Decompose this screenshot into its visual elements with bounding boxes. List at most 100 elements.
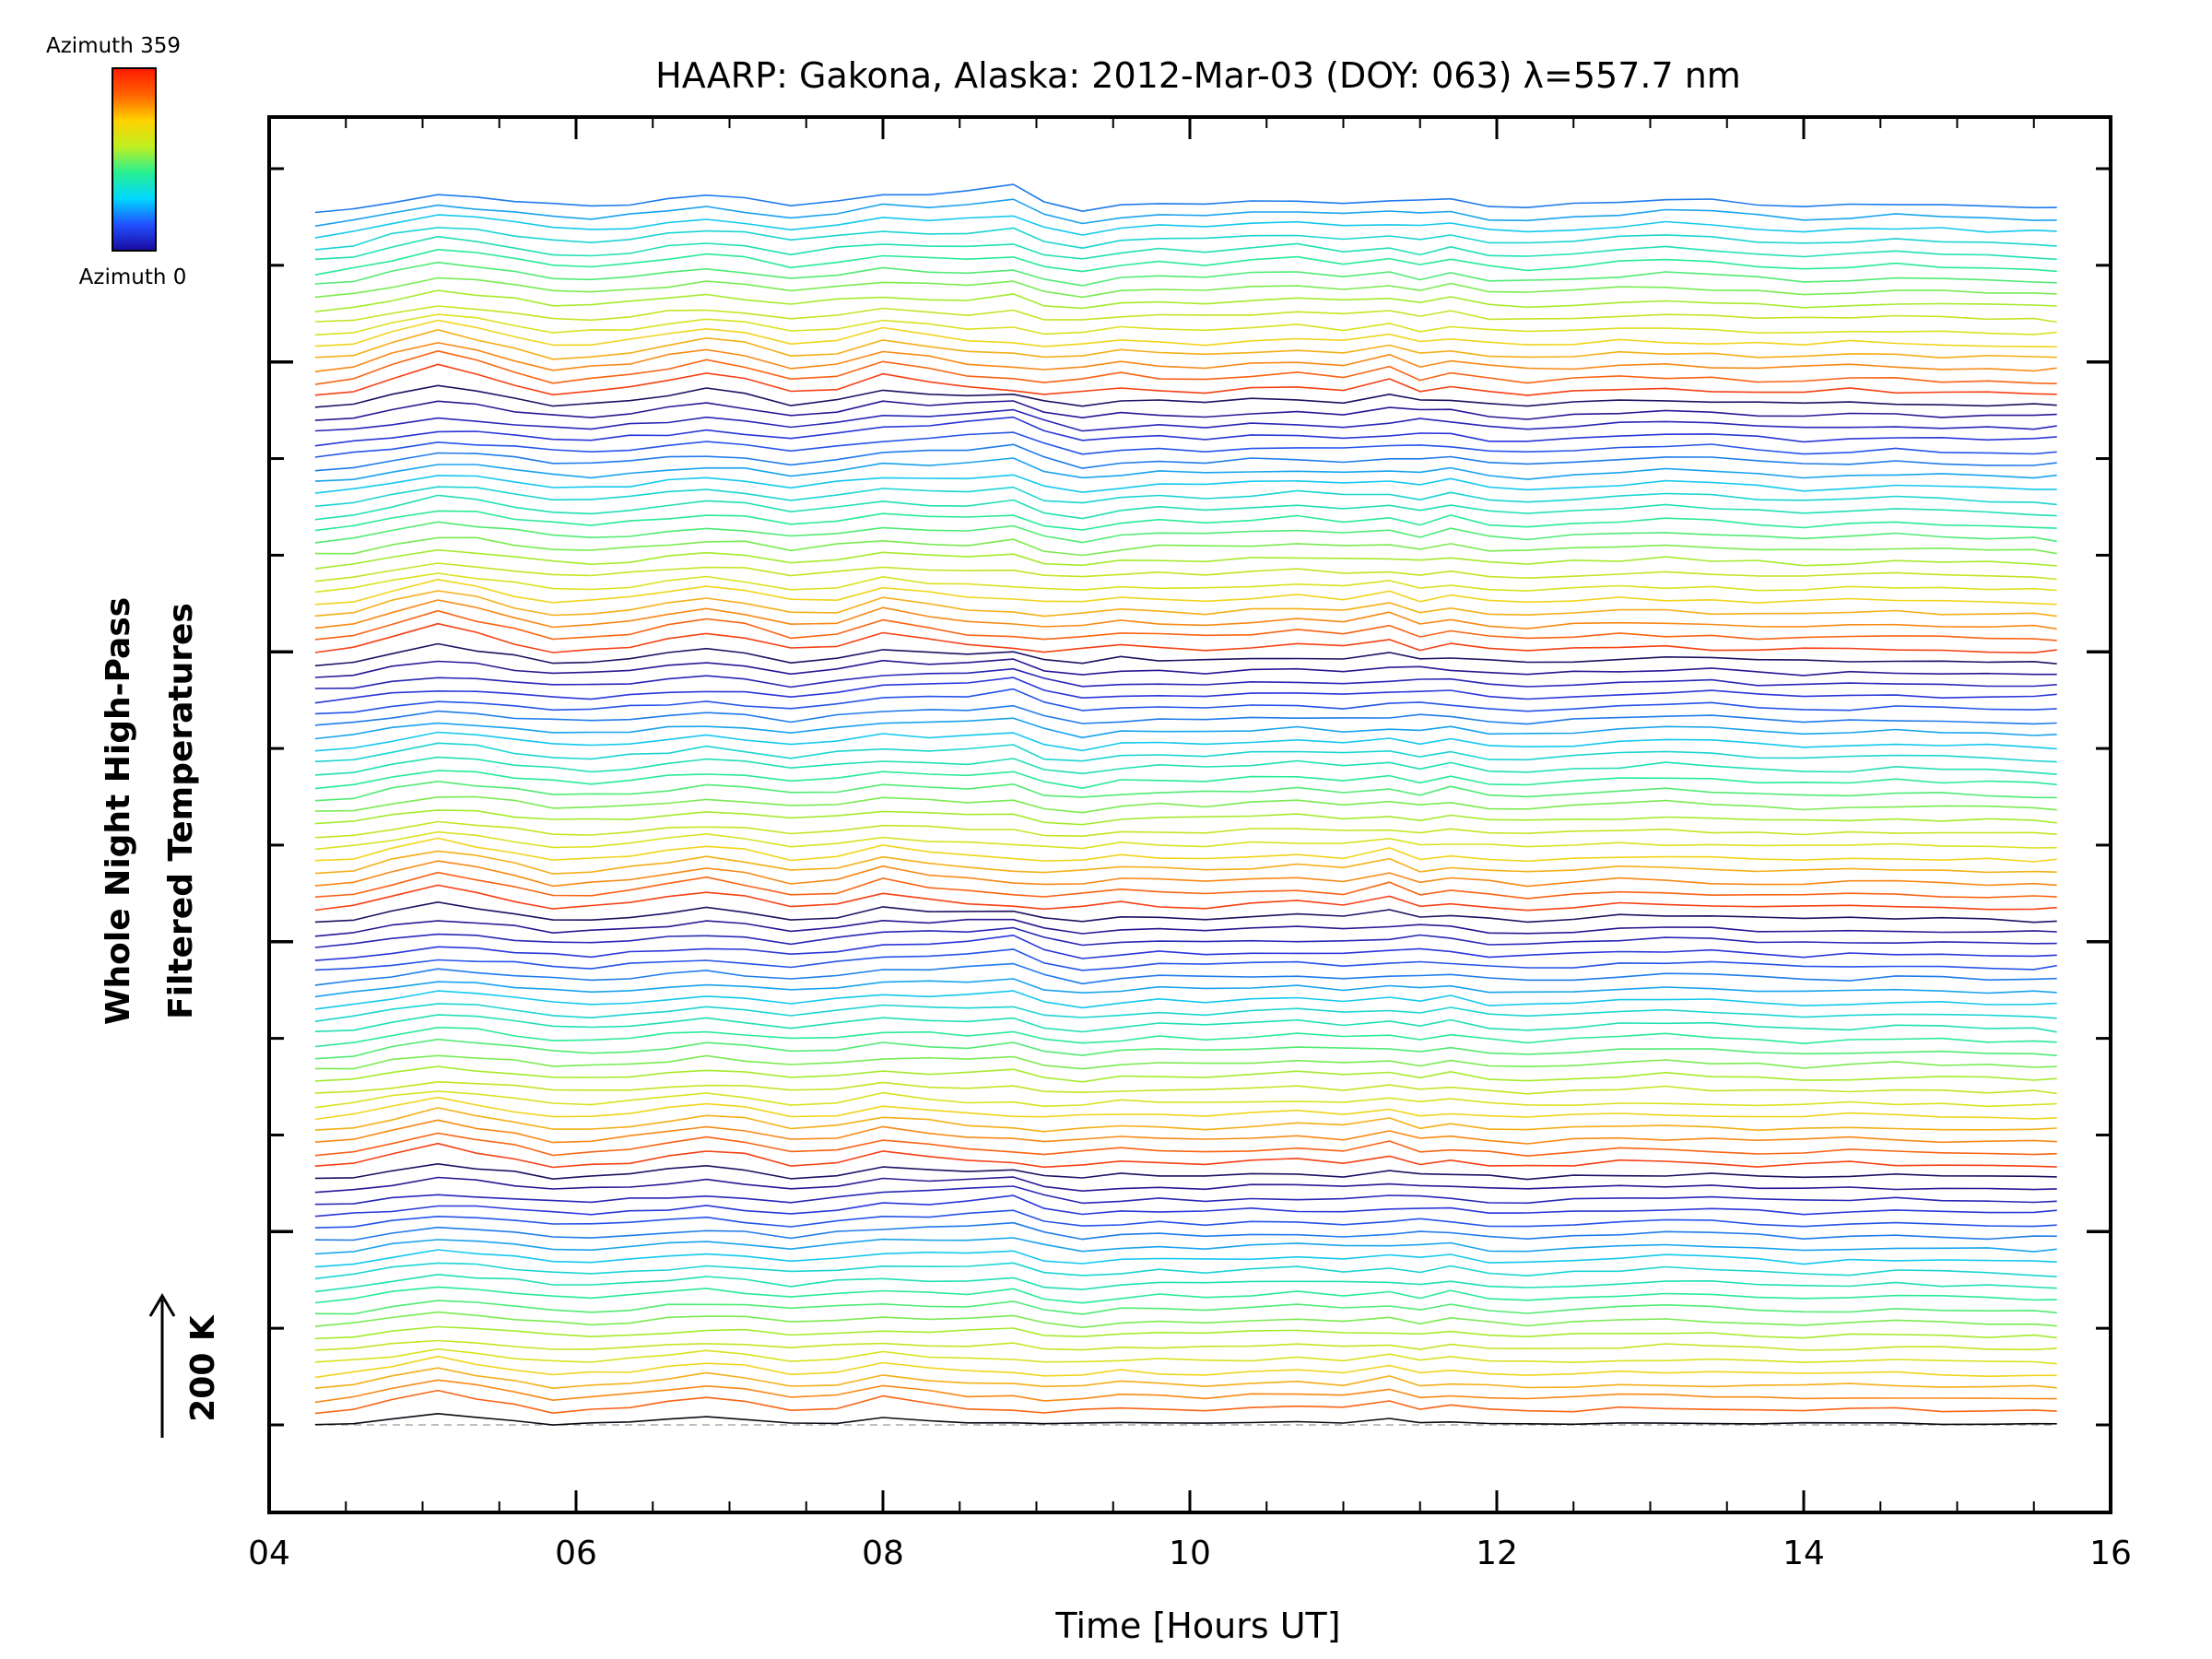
trace-line: [314, 1107, 2057, 1133]
trace-line: [314, 658, 2057, 678]
x-tick-labels: 04 06 08 10 12 14 16: [248, 1535, 2132, 1572]
trace-line: [314, 474, 2057, 494]
trace-line: [314, 809, 2057, 826]
trace-line: [314, 1209, 2057, 1229]
trace-line: [314, 521, 2057, 544]
trace-line: [314, 1081, 2057, 1095]
ylabel-line2: Filtered Temperatures: [162, 603, 200, 1019]
trace-line: [314, 494, 2057, 521]
trace-line: [314, 578, 2057, 606]
traces: [314, 183, 2057, 1426]
trace-line: [314, 400, 2057, 421]
trace-line: [314, 900, 2057, 924]
trace-line: [314, 214, 2057, 239]
trace-line: [314, 408, 2057, 432]
trace-line: [314, 1003, 2057, 1022]
ylabel-line1: Whole Night High-Pass: [100, 597, 137, 1025]
trace-line: [314, 536, 2057, 557]
scale-bar-arrow: [148, 1293, 176, 1438]
trace-line: [314, 667, 2057, 689]
x-tick-label: 14: [1783, 1535, 1825, 1572]
trace-line: [314, 830, 2057, 851]
trace-line: [314, 717, 2057, 740]
x-tick-label: 06: [555, 1535, 597, 1572]
trace-line: [314, 572, 2057, 594]
x-ticks: [267, 117, 2112, 1512]
trace-line: [314, 1355, 2057, 1379]
y-ticks: [269, 167, 2111, 1427]
trace-line: [314, 1237, 2057, 1255]
x-tick-label: 12: [1476, 1535, 1518, 1572]
trace-line: [314, 328, 2057, 360]
trace-line: [314, 1249, 2057, 1268]
trace-line: [314, 276, 2057, 299]
trace-line: [314, 562, 2057, 582]
trace-line: [314, 1038, 2057, 1060]
trace-line: [314, 548, 2057, 570]
trace-line: [314, 756, 2057, 776]
trace-line: [314, 510, 2057, 532]
trace-line: [314, 926, 2057, 948]
trace-line: [314, 363, 2057, 396]
trace-line: [314, 609, 2057, 641]
colorbar: [112, 67, 157, 252]
trace-line: [314, 1300, 2057, 1315]
trace-line: [314, 1090, 2057, 1109]
x-tick-label: 04: [248, 1535, 290, 1572]
trace-line: [314, 731, 2057, 752]
trace-line: [314, 305, 2057, 324]
trace-line: [314, 688, 2057, 715]
trace-line: [314, 1274, 2057, 1293]
trace-line: [314, 948, 2057, 971]
trace-line: [314, 198, 2057, 228]
trace-line: [314, 884, 2057, 912]
x-axis-label: Time [Hours UT]: [1054, 1606, 1340, 1646]
trace-line: [314, 1163, 2057, 1181]
trace-line: [314, 978, 2057, 998]
trace-line: [314, 313, 2057, 336]
trace-line: [314, 261, 2057, 287]
trace-line: [314, 622, 2057, 654]
trace-line: [314, 1347, 2057, 1365]
trace-line: [314, 871, 2057, 900]
trace-line: [314, 820, 2057, 839]
trace-line: [314, 486, 2057, 508]
trace-line: [314, 1262, 2057, 1280]
trace-line: [314, 1413, 2057, 1426]
trace-line: [314, 1132, 2057, 1157]
trace-line: [314, 850, 2057, 875]
trace-line: [314, 1054, 2057, 1070]
plot-frame: [267, 115, 2112, 1514]
trace-line: [314, 235, 2057, 261]
scale-bar-label: 200 K: [184, 1314, 222, 1422]
x-tick-label: 10: [1169, 1535, 1211, 1572]
trace-line: [314, 183, 2057, 214]
trace-line: [314, 289, 2057, 312]
trace-line: [314, 319, 2057, 348]
colorbar-top-label: Azimuth 359: [46, 34, 181, 58]
trace-line: [314, 1065, 2057, 1083]
trace-line: [314, 1096, 2057, 1121]
trace-line: [314, 1286, 2057, 1304]
trace-line: [314, 1027, 2057, 1048]
trace-line: [314, 227, 2057, 251]
trace-line: [314, 642, 2057, 667]
trace-line: [314, 384, 2057, 408]
trace-line: [314, 1325, 2057, 1340]
x-tick-label: 08: [862, 1535, 904, 1572]
chart-title: HAARP: Gakona, Alaska: 2012-Mar-03 (DOY:…: [655, 55, 1741, 96]
trace-line: [314, 780, 2057, 802]
trace-line: [314, 677, 2057, 704]
trace-line: [314, 1176, 2057, 1194]
colorbar-bottom-label: Azimuth 0: [79, 265, 187, 289]
trace-line: [314, 795, 2057, 814]
trace-line: [314, 918, 2057, 937]
trace-line: [314, 837, 2057, 863]
trace-line: [314, 1119, 2057, 1145]
trace-line: [314, 934, 2057, 961]
trace-line: [314, 443, 2057, 472]
trace-line: [314, 742, 2057, 763]
trace-line: [314, 1389, 2057, 1415]
trace-line: [314, 590, 2057, 618]
